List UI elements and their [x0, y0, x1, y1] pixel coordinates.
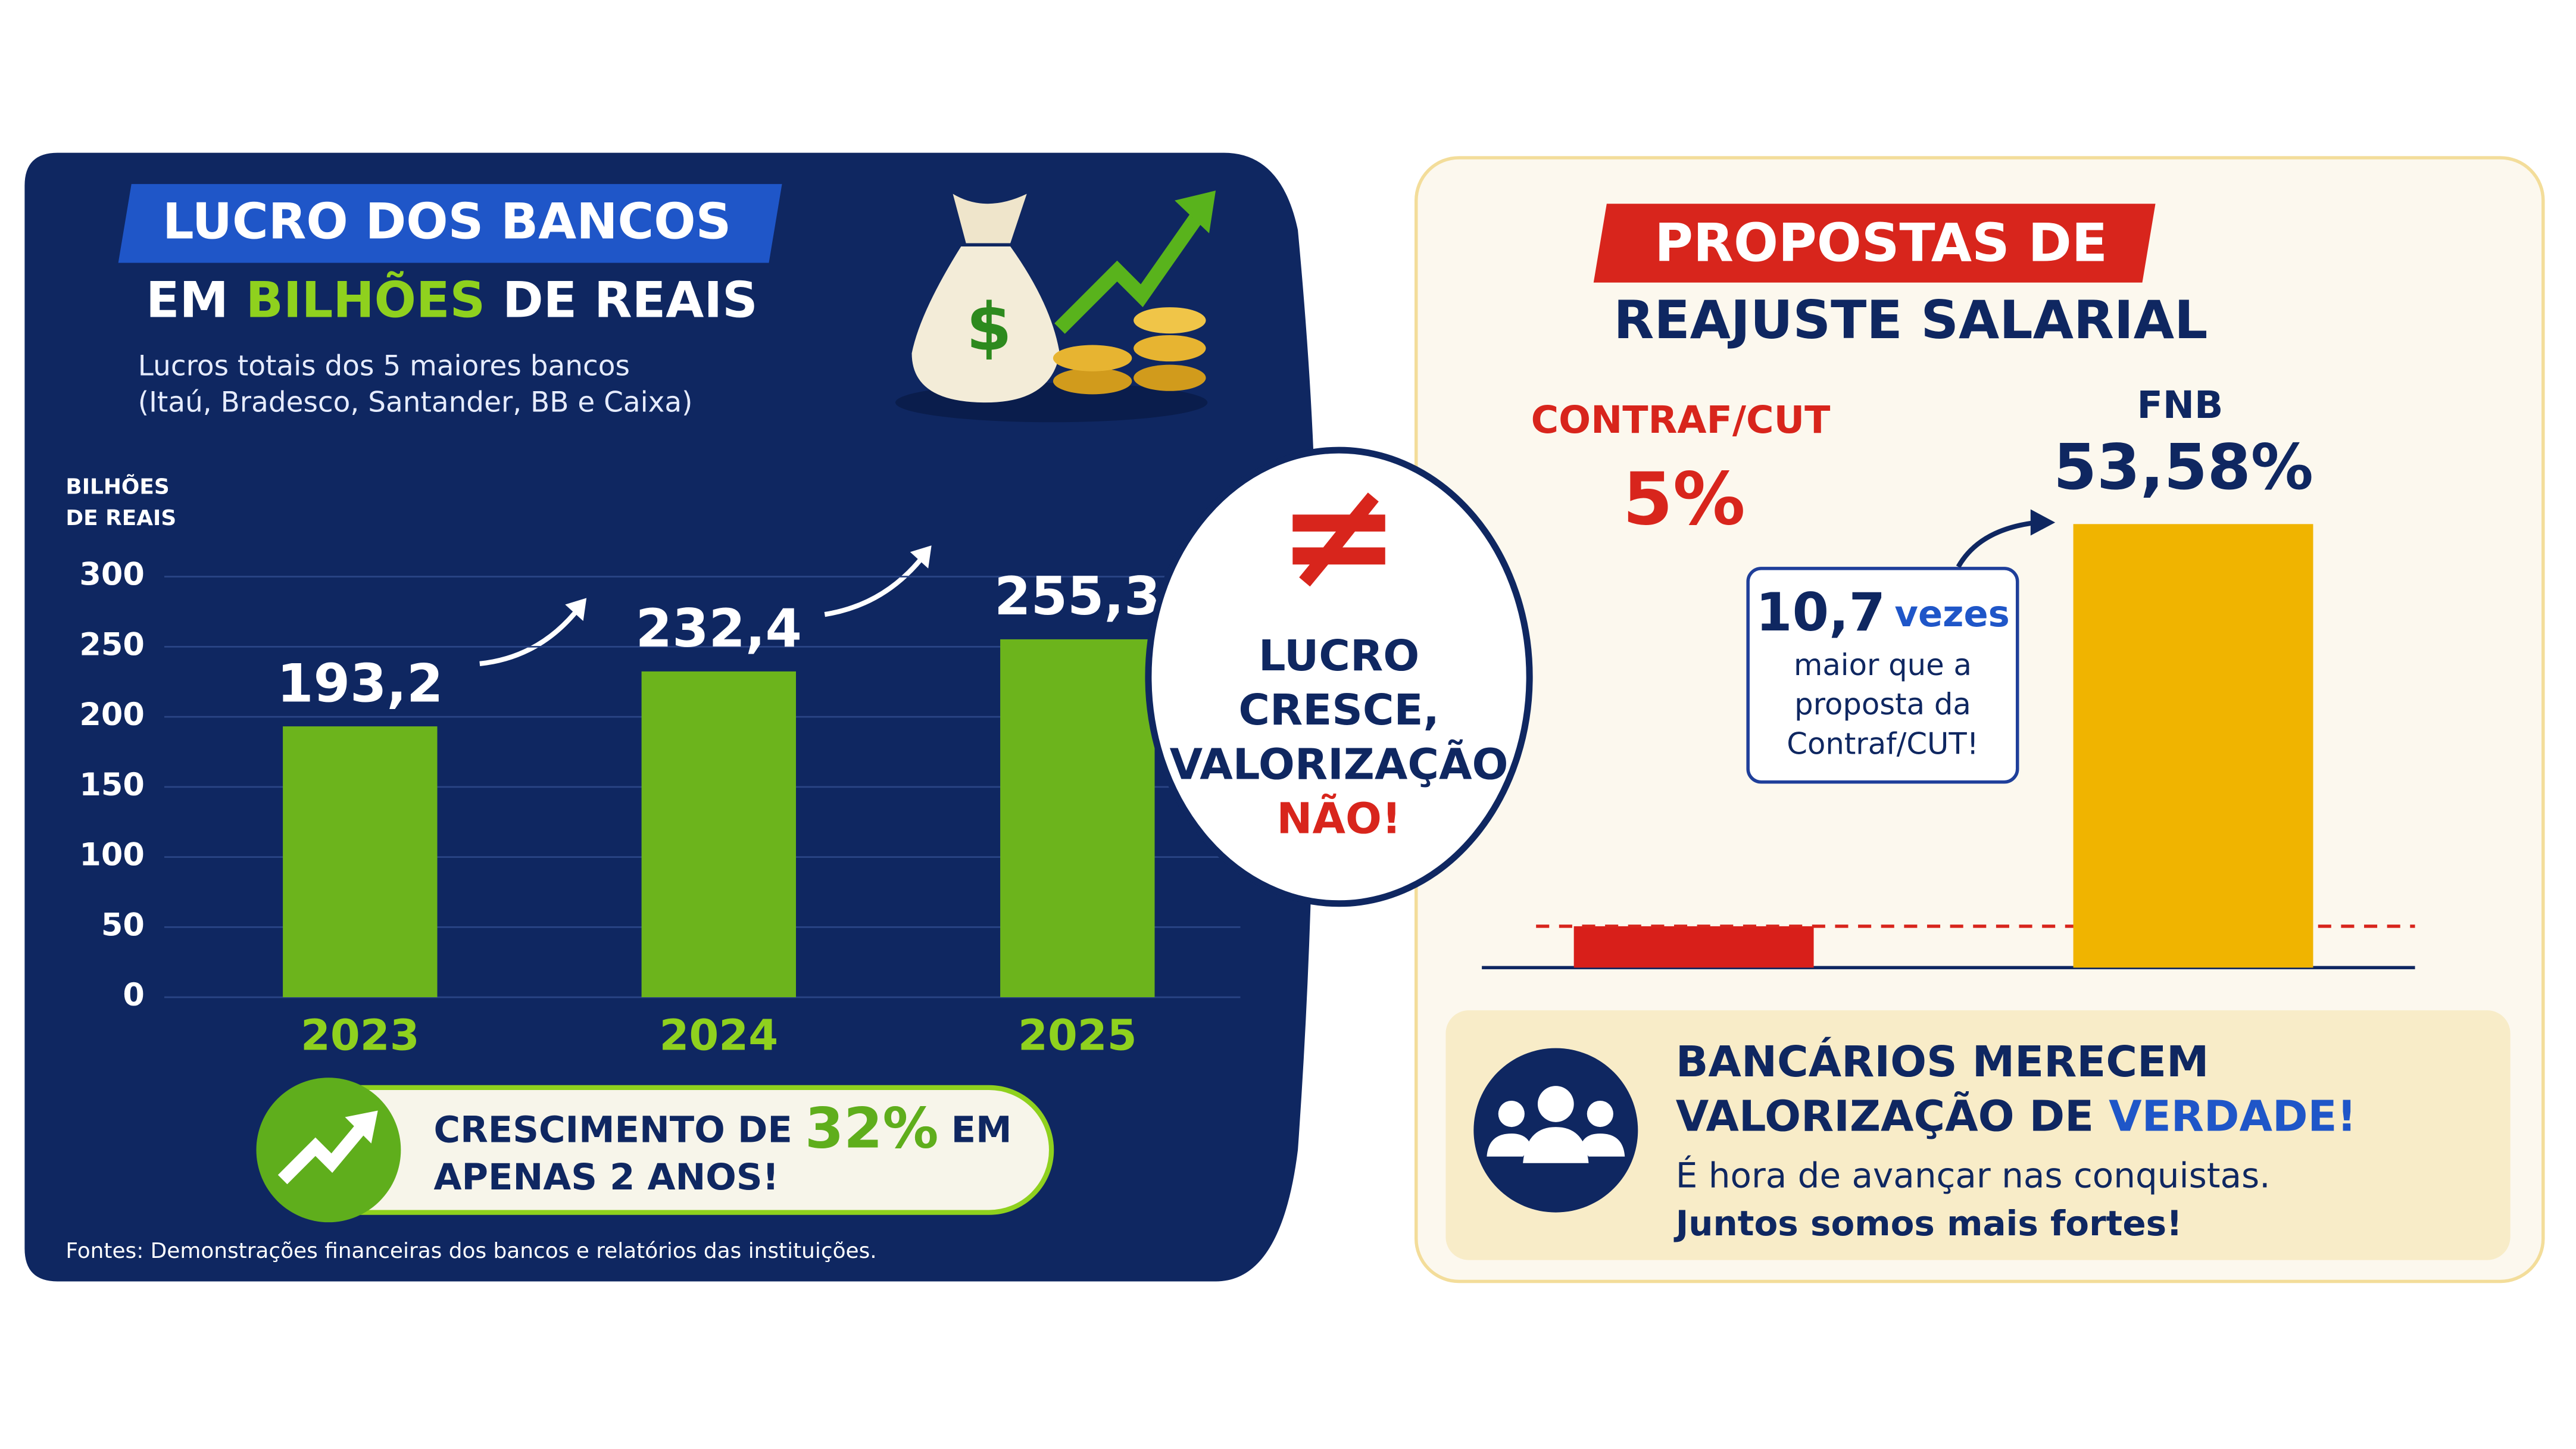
bar [283, 726, 438, 998]
y-tick-label: 100 [79, 837, 144, 873]
growth-arrow-head [345, 1110, 378, 1144]
y-tick-label: 200 [79, 697, 144, 733]
x-tick-label: 2023 [301, 1010, 420, 1060]
people-glyph [1487, 1086, 1625, 1163]
callout-text: maior que a [1794, 648, 1972, 682]
growth-text: APENAS 2 ANOS! [434, 1157, 779, 1198]
source: Fontes: Demonstrações financeiras dos ba… [65, 1239, 876, 1263]
chart-title-2: EM BILHÕES DE REAIS [146, 271, 758, 329]
growth-text: CRESCIMENTO DE 32% EM [434, 1096, 1012, 1161]
badge-text: LUCRO [1259, 630, 1419, 680]
y-tick-label: 0 [123, 977, 144, 1013]
badge-emphasis: NÃO! [1276, 793, 1401, 843]
x-tick-label: 2024 [659, 1010, 778, 1060]
banner-title: VALORIZAÇÃO DE VERDADE! [1676, 1091, 2357, 1141]
growth-arrow [824, 550, 929, 617]
banner-part: VALORIZAÇÃO DE [1676, 1091, 2094, 1141]
callout-title: 10,7 vezes [1756, 582, 2010, 643]
title-banner [118, 184, 782, 263]
y-axis-label: DE REAIS [65, 506, 176, 530]
category-label: CONTRAF/CUT [1531, 398, 1831, 442]
callout-arrow [1956, 520, 2038, 569]
callout-text: Contraf/CUT! [1787, 726, 1978, 761]
y-axis-label: BILHÕES [65, 474, 169, 499]
callout-box [1746, 567, 2019, 784]
bar [1573, 926, 1814, 968]
y-tick-label: 300 [79, 557, 144, 593]
center-badge [1145, 446, 1533, 907]
growth-part: CRESCIMENTO DE [434, 1109, 792, 1151]
banner-text: É hora de avançar nas conquistas. [1676, 1155, 2271, 1196]
y-tick-label: 50 [101, 907, 145, 943]
chart-title: PROPOSTAS DE [1654, 212, 2107, 273]
subtitle: (Itaú, Bradesco, Santander, BB e Caixa) [138, 386, 693, 419]
badge-symbol: ≠ [1277, 448, 1401, 621]
subtitle: Lucros totais dos 5 maiores bancos [138, 350, 630, 383]
bar [2073, 524, 2313, 968]
growth-highlight: 32% [805, 1096, 939, 1161]
growth-arrow [277, 1119, 370, 1185]
growth-arrow [479, 603, 584, 667]
banner-text: Juntos somos mais fortes! [1673, 1203, 2182, 1244]
value-label: 193,2 [277, 652, 443, 714]
value-label: 53,58% [2053, 431, 2313, 504]
bar [1000, 639, 1155, 998]
title-part: DE REAIS [502, 271, 758, 329]
chart-title: REAJUSTE SALARIAL [1613, 289, 2207, 351]
growth-arrow [910, 545, 932, 569]
value-label: 232,4 [636, 598, 802, 659]
growth-icon [256, 1078, 401, 1223]
money-icon: $ [895, 191, 1216, 423]
growth-arrow [565, 598, 587, 622]
value-label: 255,3 [994, 566, 1160, 627]
bar [641, 671, 797, 998]
value-label: 5% [1622, 457, 1745, 541]
x-tick-label: 2025 [1018, 1010, 1137, 1060]
callout-unit: vezes [1894, 593, 2009, 635]
callout-arrow [2030, 509, 2056, 536]
y-tick-label: 150 [79, 767, 144, 803]
callout-text: proposta da [1794, 687, 1971, 722]
svg-text:$: $ [966, 290, 1012, 366]
y-tick-label: 250 [79, 626, 144, 663]
title-banner [1593, 204, 2156, 283]
title-part: EM [146, 271, 229, 329]
chart-title: LUCRO DOS BANCOS [163, 193, 731, 251]
category-label: FNB [2137, 383, 2224, 427]
footer-banner [1445, 1010, 2511, 1260]
banner-highlight: VERDADE! [2109, 1091, 2356, 1141]
callout-number: 10,7 [1756, 582, 1885, 643]
banner-title: BANCÁRIOS MERECEM [1676, 1036, 2209, 1086]
title-highlight: BILHÕES [246, 271, 485, 329]
badge-text: CRESCE, [1238, 685, 1439, 735]
growth-part: EM [951, 1109, 1012, 1151]
badge-text: VALORIZAÇÃO [1170, 739, 1509, 789]
